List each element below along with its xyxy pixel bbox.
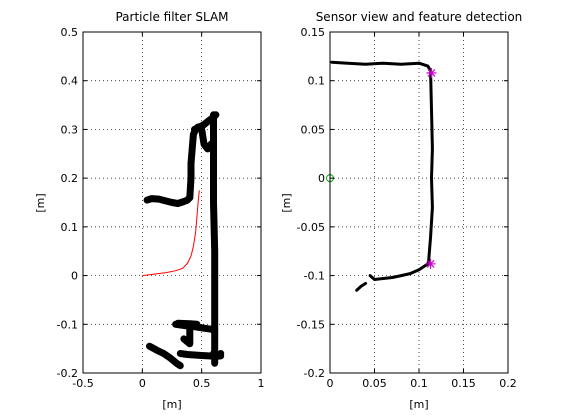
y-axis-label: [m] bbox=[280, 193, 293, 212]
map-point-cluster bbox=[143, 194, 194, 207]
x-tick-label: 0.5 bbox=[193, 377, 211, 390]
axes-frame bbox=[82, 31, 262, 374]
y-tick-label: 0.5 bbox=[61, 26, 79, 39]
y-tick-label: -0.1 bbox=[57, 318, 78, 331]
y-tick-label: 0.15 bbox=[301, 26, 326, 39]
map-point-cluster bbox=[176, 350, 225, 360]
map-point-cluster bbox=[180, 320, 194, 348]
ticks: -0.5 0 0.5 1 -0.2 -0.1 0 0.1 0.2 0.3 0.4 0.5 bbox=[57, 26, 265, 390]
grid bbox=[83, 32, 261, 373]
plot-area bbox=[142, 111, 225, 370]
feature-marker-stroke bbox=[427, 68, 436, 77]
x-tick-label: 1 bbox=[258, 377, 265, 390]
y-tick-label: 0.4 bbox=[61, 75, 79, 88]
scan-point-cluster bbox=[368, 262, 430, 281]
x-tick-label: -0.5 bbox=[72, 377, 93, 390]
chart-sensor-view: Sensor view and feature detection 0 0.05 0… bbox=[280, 10, 522, 411]
y-tick-label: -0.05 bbox=[297, 221, 325, 234]
x-tick-label: 0.2 bbox=[499, 377, 517, 390]
ticks: 0 0.05 0.1 0.15 0.2 -0.2 -0.15 -0.1 -0.05 0 0.05 0.… bbox=[297, 26, 517, 390]
map-point-cluster bbox=[174, 319, 201, 328]
y-tick-label: 0 bbox=[318, 172, 325, 185]
y-tick-label: 0.05 bbox=[301, 123, 326, 136]
y-tick-label: 0 bbox=[71, 270, 78, 283]
scan-point-cluster bbox=[355, 281, 368, 292]
feature-marker-stroke bbox=[426, 259, 435, 268]
grid bbox=[330, 32, 508, 373]
x-tick-label: 0.05 bbox=[362, 377, 387, 390]
chart-title: Particle filter SLAM bbox=[115, 10, 228, 24]
map-point-cluster bbox=[210, 111, 219, 367]
y-tick-label: 0.2 bbox=[61, 172, 79, 185]
x-tick-label: 0.15 bbox=[451, 377, 476, 390]
y-tick-label: 0.1 bbox=[61, 221, 79, 234]
x-axis-label: [m] bbox=[409, 398, 428, 411]
trajectory-line bbox=[142, 190, 200, 277]
map-point-cluster bbox=[198, 125, 215, 153]
x-axis-label: [m] bbox=[162, 398, 181, 411]
chart-particle-filter-slam: Particle filter SLAM -0.5 0 0.5 1 -0.2 -0.1 0 0… bbox=[34, 10, 265, 411]
y-tick-label: 0.1 bbox=[308, 75, 326, 88]
scan-point-cluster bbox=[426, 71, 434, 266]
y-tick-label: -0.2 bbox=[57, 367, 78, 380]
map-point-cluster bbox=[146, 342, 184, 370]
x-tick-label: 0 bbox=[139, 377, 146, 390]
x-tick-label: 0.1 bbox=[410, 377, 428, 390]
feature-marker bbox=[426, 67, 437, 78]
y-tick-label: 0.3 bbox=[61, 123, 79, 136]
y-axis-label: [m] bbox=[34, 193, 47, 212]
feature-marker bbox=[425, 258, 436, 269]
scan-point-cluster bbox=[330, 60, 433, 73]
plot-area bbox=[326, 60, 437, 292]
y-tick-label: -0.1 bbox=[304, 270, 325, 283]
x-tick-label: 0 bbox=[327, 377, 334, 390]
y-tick-label: -0.2 bbox=[304, 367, 325, 380]
y-tick-label: -0.15 bbox=[297, 318, 325, 331]
chart-title: Sensor view and feature detection bbox=[316, 10, 523, 24]
